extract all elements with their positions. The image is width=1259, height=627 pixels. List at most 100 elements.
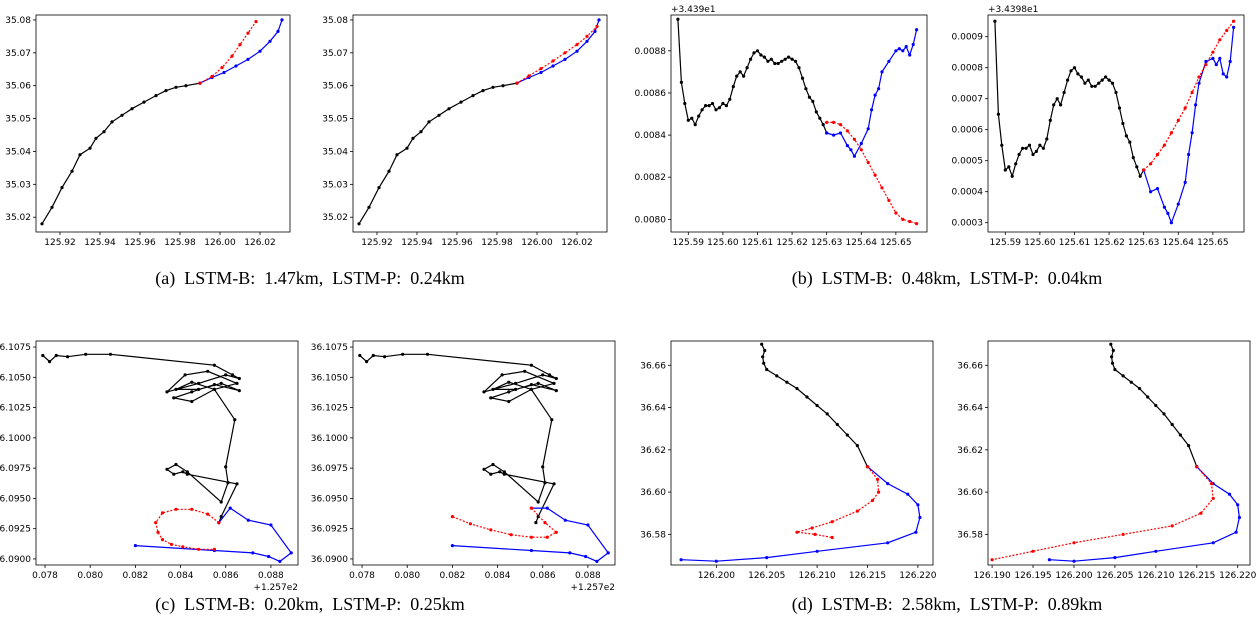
x-tick-label: 126.195 — [1014, 571, 1051, 581]
y-tick-label: 0.0086 — [635, 89, 667, 99]
history-point — [762, 361, 766, 365]
ground_truth-point — [1225, 75, 1229, 79]
ground_truth-point — [897, 47, 901, 51]
ground_truth-point — [859, 141, 863, 146]
history-point — [183, 373, 187, 377]
history-point — [1079, 75, 1083, 79]
ground_truth-point — [551, 64, 555, 68]
history-point — [219, 381, 223, 385]
prediction-point — [877, 490, 881, 494]
prediction-point — [220, 66, 224, 70]
history-point — [165, 390, 169, 394]
prediction-point — [515, 81, 519, 85]
prediction-point — [174, 507, 178, 511]
prediction-point — [859, 148, 863, 152]
history-point — [419, 130, 423, 134]
prediction-point — [206, 512, 210, 516]
y-tick-label: 0.0008 — [952, 64, 984, 74]
ground_truth-point — [1236, 503, 1240, 507]
history-point — [507, 399, 511, 404]
ground_truth-point — [280, 18, 284, 22]
ground_truth-point — [914, 530, 918, 534]
prediction-point — [1170, 524, 1174, 528]
y-tick-label: 36.0950 — [0, 494, 31, 504]
y-tick-label: 0.0004 — [952, 188, 984, 198]
prediction-point — [529, 535, 534, 539]
x-tick-label: 125.62 — [1093, 238, 1125, 248]
ground_truth-point — [918, 515, 922, 520]
history-point — [197, 387, 201, 391]
ground_truth-point — [886, 541, 890, 545]
prediction-point — [1197, 75, 1201, 79]
history-point — [1128, 140, 1132, 144]
prediction-point — [1176, 118, 1180, 122]
history-point — [762, 55, 767, 59]
history-point — [825, 412, 829, 416]
y-tick-label: 36.62 — [640, 446, 666, 456]
prediction-point — [990, 558, 994, 562]
y-tick-label: 35.03 — [5, 180, 31, 190]
prediction-line — [452, 507, 558, 538]
chart-panel-c-right: 0.078 0.080 0.082 0.084 0.086 0.088 36.0900 36.… — [311, 340, 616, 593]
history-point — [1031, 152, 1035, 157]
history-point — [686, 118, 690, 122]
prediction-point — [539, 67, 543, 71]
history-point — [481, 89, 485, 93]
history-point — [1076, 72, 1080, 76]
ground_truth-point — [894, 49, 898, 53]
y-tick-label: 0.0005 — [952, 157, 984, 167]
prediction-point — [1169, 131, 1173, 135]
history-point — [529, 363, 534, 367]
prediction-point — [169, 542, 174, 547]
history-point — [765, 367, 769, 372]
history-point — [1146, 395, 1150, 399]
history-point — [174, 85, 178, 89]
history-point — [1034, 149, 1038, 153]
y-tick-label: 0.0088 — [635, 47, 667, 57]
x-tick-label: 0.078 — [349, 571, 375, 581]
history-point — [88, 146, 92, 150]
ground_truth-point — [838, 131, 843, 135]
history-point — [541, 465, 545, 469]
ground_truth-point — [1227, 492, 1232, 496]
history-point — [491, 387, 495, 391]
history-point — [50, 205, 54, 209]
y-tick-label: 36.1000 — [0, 434, 31, 444]
x-tick-label: 0.080 — [394, 571, 420, 581]
ground_truth-point — [267, 554, 271, 559]
y-tick-label: 36.1050 — [0, 373, 31, 383]
history-point — [383, 355, 387, 359]
history-point — [1048, 118, 1052, 122]
y-tick-label: 35.04 — [5, 147, 31, 157]
history-point — [704, 104, 708, 108]
history-point — [1121, 121, 1125, 126]
y-tick-label: 36.1075 — [311, 343, 348, 353]
history-point — [761, 355, 765, 359]
prediction-point — [545, 535, 549, 539]
x-tick-label: 125.60 — [1024, 238, 1056, 248]
ground_truth-point — [877, 87, 881, 91]
history-point — [541, 373, 545, 377]
history-point — [1090, 84, 1094, 88]
history-point — [759, 53, 763, 57]
prediction-line — [516, 26, 598, 84]
history-point — [731, 85, 735, 89]
y-tick-label: 36.58 — [640, 530, 666, 540]
prediction-point — [543, 521, 547, 525]
history-point — [1187, 444, 1191, 448]
ground_truth-point — [832, 133, 836, 137]
plot-frame — [987, 340, 1251, 566]
prediction-point — [1142, 168, 1146, 172]
history-point — [482, 467, 486, 471]
y-tick-label: 0.0006 — [952, 126, 984, 136]
history-point — [1135, 165, 1139, 169]
y-tick-label: 36.58 — [957, 530, 983, 540]
history-point — [795, 386, 799, 391]
history-point — [800, 76, 805, 80]
ground_truth-point — [1214, 63, 1218, 67]
history-point — [1117, 106, 1122, 110]
history-point — [1113, 367, 1117, 372]
ground_truth-point — [228, 506, 232, 510]
history-point — [120, 113, 124, 117]
history-point — [498, 470, 502, 474]
